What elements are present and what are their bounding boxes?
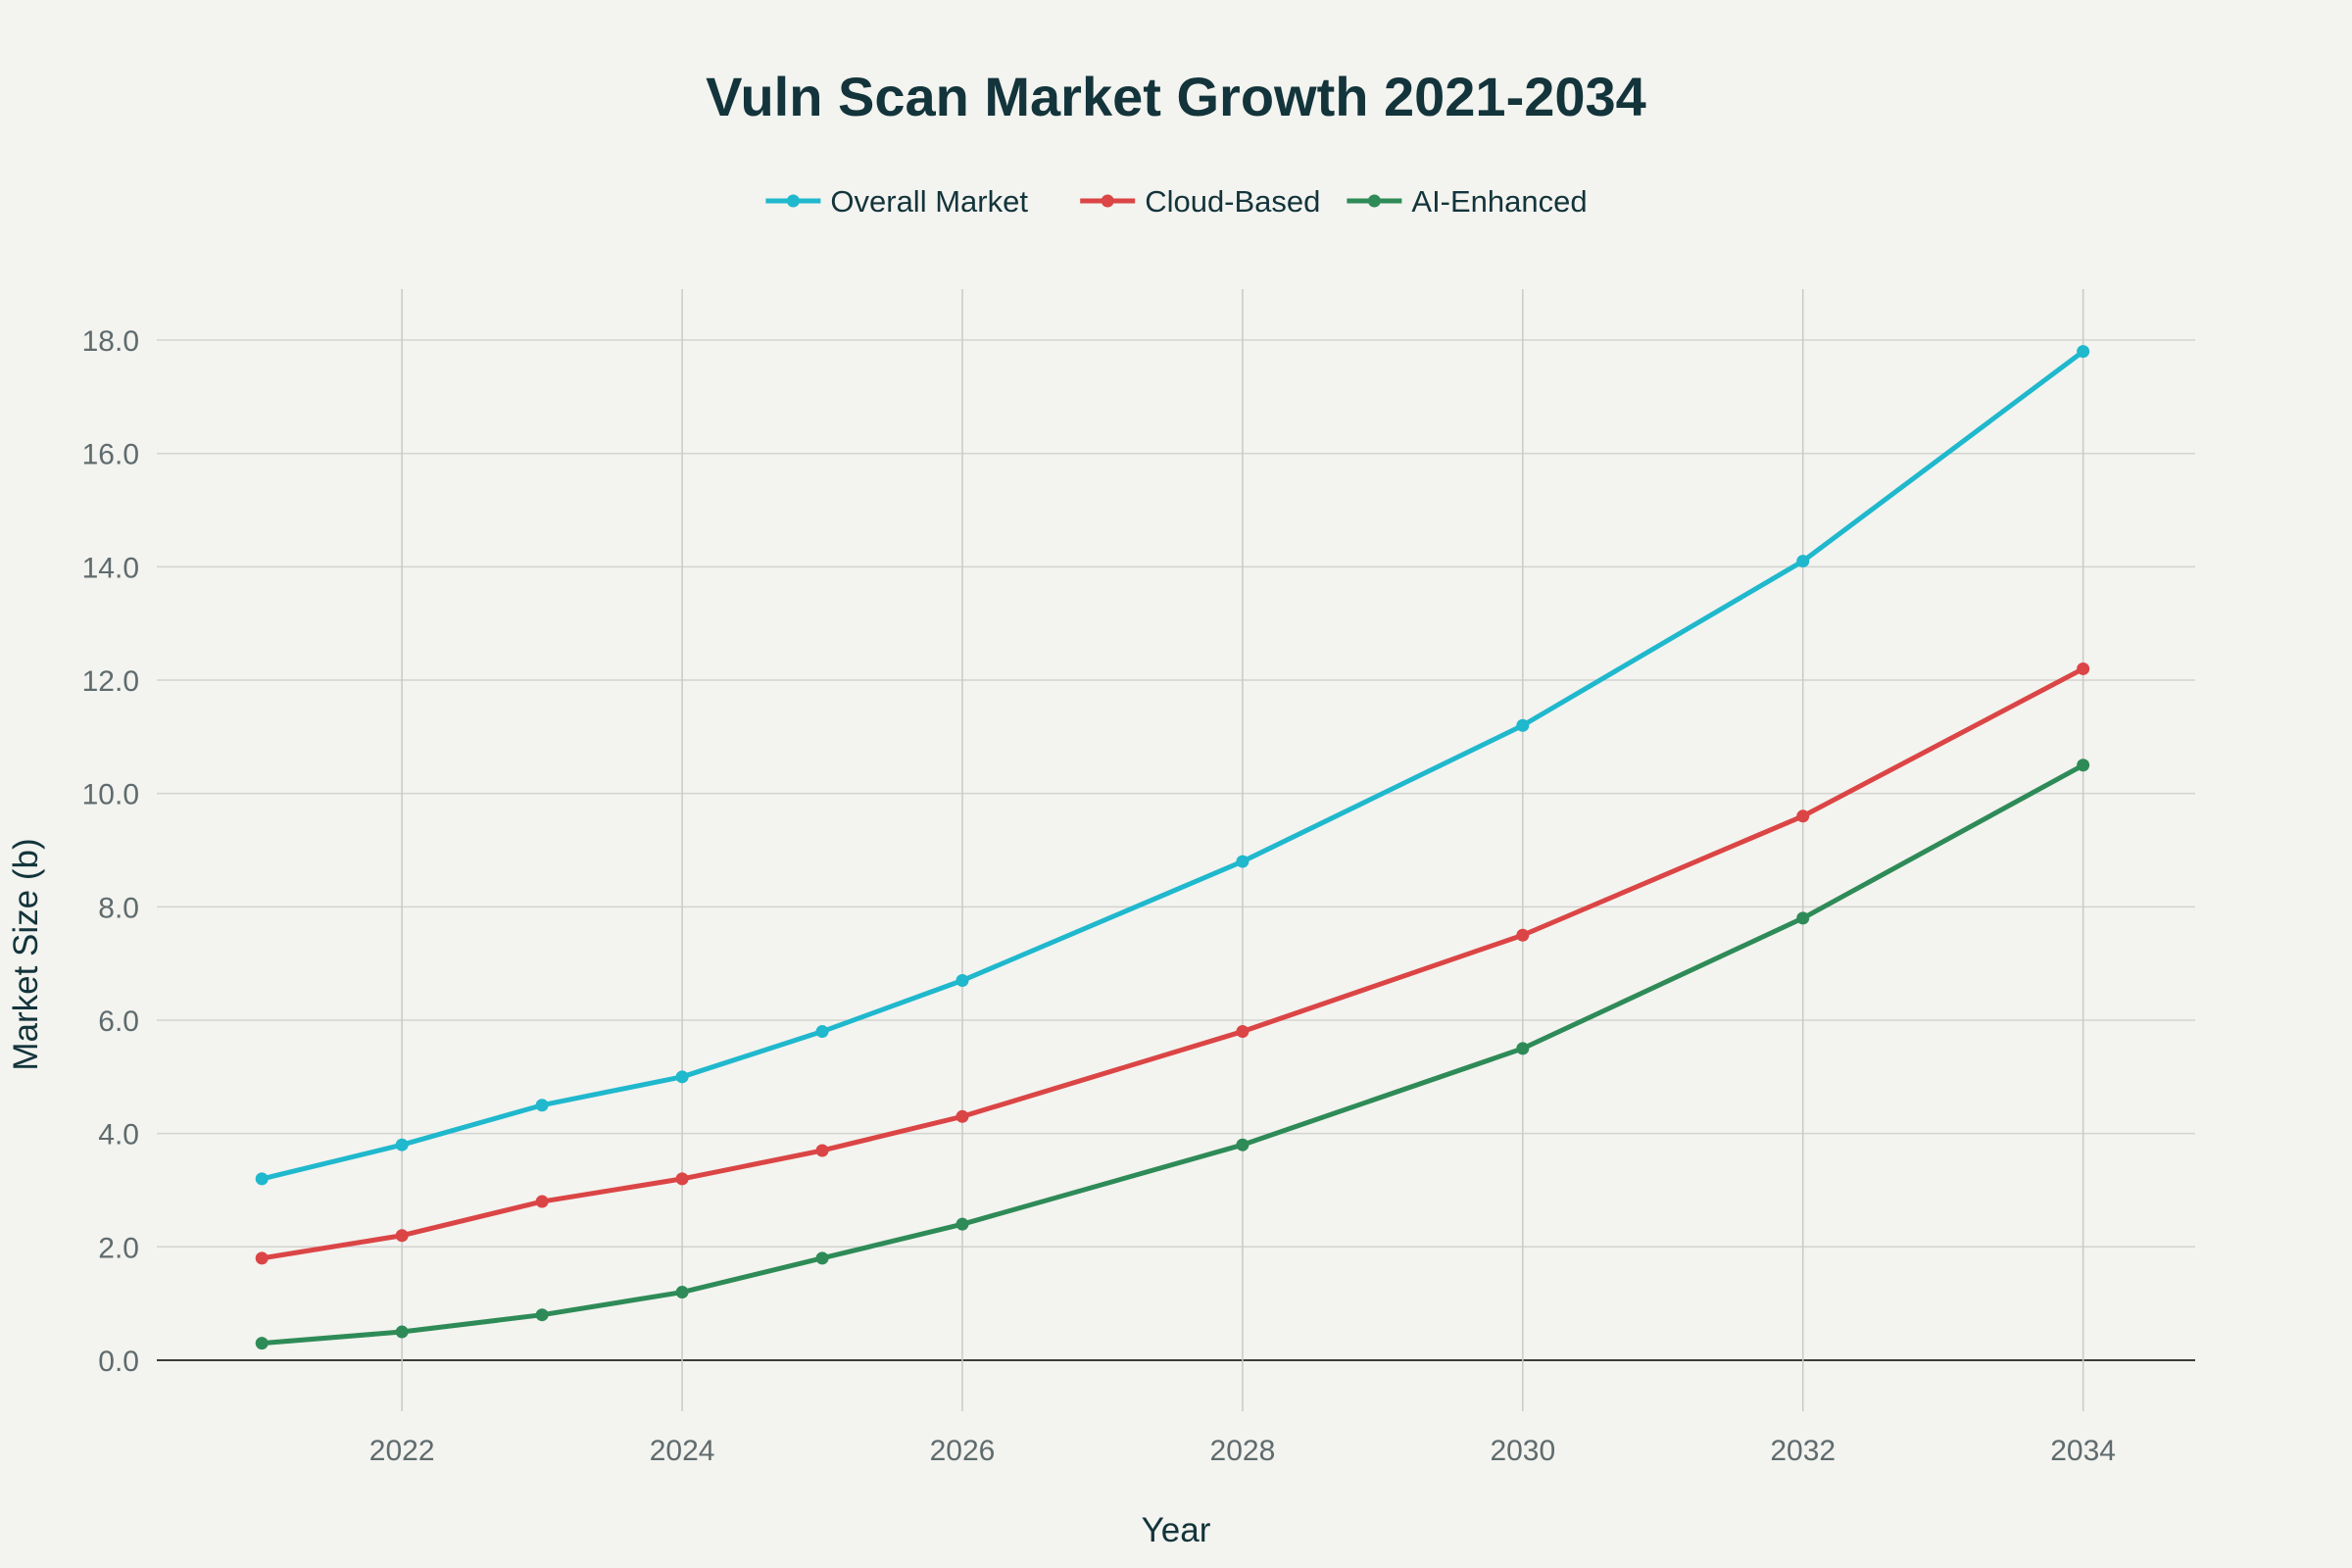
data-point[interactable]	[956, 974, 969, 988]
y-tick-label: 12.0	[82, 665, 139, 698]
legend-swatch-marker	[1367, 194, 1381, 208]
x-tick-label: 2030	[1490, 1435, 1555, 1467]
data-point[interactable]	[675, 1070, 689, 1084]
data-point[interactable]	[535, 1308, 549, 1322]
x-axis-ticks: 2022 2024 2026 2028 2030 2032 2034	[369, 1435, 2116, 1467]
data-point[interactable]	[1796, 555, 1810, 568]
x-axis-title: Year	[1142, 1511, 1211, 1549]
data-point[interactable]	[1516, 718, 1530, 732]
series-group	[255, 345, 2090, 1350]
data-point[interactable]	[956, 1217, 969, 1231]
data-point[interactable]	[255, 1337, 269, 1350]
series-group	[255, 759, 2090, 1350]
legend-item[interactable]: AI-Enhanced	[1347, 184, 1588, 219]
x-tick-label: 2032	[1770, 1435, 1836, 1467]
series-group	[255, 662, 2090, 1265]
x-tick-label: 2028	[1210, 1435, 1276, 1467]
y-axis-title: Market Size (b)	[7, 838, 45, 1070]
y-tick-label: 10.0	[82, 779, 139, 811]
data-point[interactable]	[815, 1251, 829, 1265]
data-point[interactable]	[956, 1109, 969, 1123]
data-point[interactable]	[255, 1251, 269, 1265]
series-line	[259, 665, 2086, 1261]
legend-label: Cloud-Based	[1145, 184, 1320, 219]
x-tick-label: 2034	[2050, 1435, 2116, 1467]
data-point[interactable]	[395, 1229, 409, 1243]
data-point[interactable]	[815, 1025, 829, 1039]
legend: Overall Market Cloud-Based AI-Enhanced	[765, 184, 1588, 219]
legend-label: AI-Enhanced	[1411, 184, 1587, 219]
data-point[interactable]	[1236, 1025, 1250, 1039]
legend-swatch-marker	[1101, 194, 1114, 208]
grid	[157, 289, 2195, 1411]
y-tick-label: 8.0	[98, 892, 139, 924]
chart-title: Vuln Scan Market Growth 2021-2034	[706, 66, 1646, 127]
data-point[interactable]	[2077, 345, 2090, 359]
y-tick-label: 6.0	[98, 1005, 139, 1038]
y-tick-label: 2.0	[98, 1232, 139, 1264]
data-point[interactable]	[1236, 1138, 1250, 1152]
series-group	[255, 345, 2090, 1186]
data-point[interactable]	[395, 1138, 409, 1152]
series-line	[259, 762, 2086, 1347]
x-tick-label: 2024	[650, 1435, 715, 1467]
data-point[interactable]	[1516, 928, 1530, 942]
y-tick-label: 16.0	[82, 439, 139, 471]
data-point[interactable]	[535, 1195, 549, 1208]
data-point[interactable]	[395, 1325, 409, 1339]
y-tick-label: 4.0	[98, 1119, 139, 1152]
legend-label: Overall Market	[830, 184, 1028, 219]
series-line	[259, 349, 2086, 1182]
data-point[interactable]	[255, 1172, 269, 1186]
data-point[interactable]	[2077, 759, 2090, 772]
y-tick-label: 0.0	[98, 1346, 139, 1378]
data-point[interactable]	[1796, 911, 1810, 925]
x-tick-label: 2026	[930, 1435, 996, 1467]
data-point[interactable]	[2077, 662, 2090, 675]
x-tick-label: 2022	[369, 1435, 435, 1467]
y-axis-ticks: 0.0 2.0 4.0 6.0 8.0 10.0 12.0 14.0 16.0 18.0	[82, 325, 139, 1378]
legend-swatch-marker	[786, 194, 800, 208]
data-point[interactable]	[815, 1144, 829, 1157]
data-point[interactable]	[1236, 855, 1250, 868]
data-point[interactable]	[1796, 809, 1810, 823]
y-tick-label: 18.0	[82, 325, 139, 358]
legend-item[interactable]: Cloud-Based	[1080, 184, 1320, 219]
data-point[interactable]	[675, 1286, 689, 1299]
legend-item[interactable]: Overall Market	[765, 184, 1028, 219]
data-point[interactable]	[535, 1099, 549, 1112]
data-point[interactable]	[1516, 1042, 1530, 1055]
data-point[interactable]	[675, 1172, 689, 1186]
y-tick-label: 14.0	[82, 552, 139, 584]
